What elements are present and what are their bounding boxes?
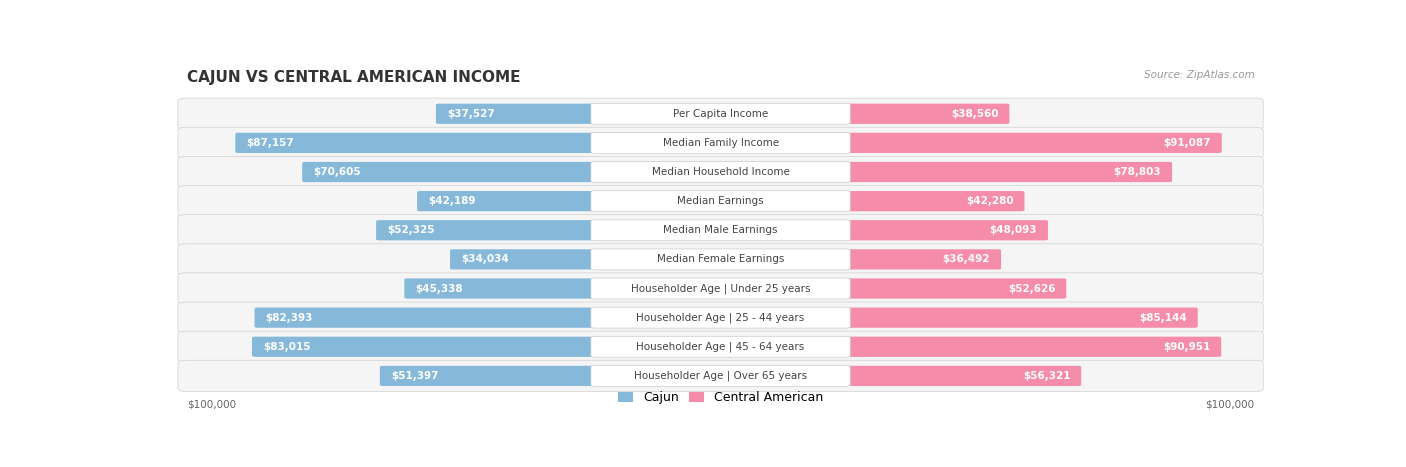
- FancyBboxPatch shape: [846, 308, 1198, 328]
- FancyBboxPatch shape: [254, 308, 595, 328]
- FancyBboxPatch shape: [179, 331, 1263, 362]
- Text: $48,093: $48,093: [990, 225, 1038, 235]
- Text: $100,000: $100,000: [1205, 400, 1254, 410]
- FancyBboxPatch shape: [591, 278, 851, 299]
- Text: $34,034: $34,034: [461, 255, 509, 264]
- FancyBboxPatch shape: [179, 302, 1263, 333]
- FancyBboxPatch shape: [179, 156, 1263, 188]
- FancyBboxPatch shape: [302, 162, 595, 182]
- Text: $91,087: $91,087: [1163, 138, 1211, 148]
- Text: $51,397: $51,397: [391, 371, 439, 381]
- FancyBboxPatch shape: [377, 220, 595, 241]
- FancyBboxPatch shape: [846, 162, 1173, 182]
- Text: $90,951: $90,951: [1163, 342, 1211, 352]
- FancyBboxPatch shape: [591, 336, 851, 357]
- Text: Householder Age | 25 - 44 years: Householder Age | 25 - 44 years: [637, 312, 804, 323]
- FancyBboxPatch shape: [450, 249, 595, 269]
- FancyBboxPatch shape: [380, 366, 595, 386]
- Text: Median Household Income: Median Household Income: [651, 167, 790, 177]
- FancyBboxPatch shape: [591, 162, 851, 183]
- FancyBboxPatch shape: [591, 191, 851, 212]
- FancyBboxPatch shape: [252, 337, 595, 357]
- Text: $100,000: $100,000: [187, 400, 236, 410]
- Text: Median Male Earnings: Median Male Earnings: [664, 225, 778, 235]
- Text: $37,527: $37,527: [447, 109, 495, 119]
- Text: CAJUN VS CENTRAL AMERICAN INCOME: CAJUN VS CENTRAL AMERICAN INCOME: [187, 71, 520, 85]
- FancyBboxPatch shape: [591, 249, 851, 270]
- FancyBboxPatch shape: [436, 104, 595, 124]
- FancyBboxPatch shape: [179, 273, 1263, 304]
- Text: Median Earnings: Median Earnings: [678, 196, 763, 206]
- FancyBboxPatch shape: [591, 133, 851, 153]
- FancyBboxPatch shape: [846, 220, 1047, 241]
- FancyBboxPatch shape: [591, 103, 851, 124]
- Text: $83,015: $83,015: [263, 342, 311, 352]
- FancyBboxPatch shape: [591, 220, 851, 241]
- FancyBboxPatch shape: [846, 104, 1010, 124]
- Text: $45,338: $45,338: [415, 283, 463, 294]
- Legend: Cajun, Central American: Cajun, Central American: [613, 386, 828, 410]
- FancyBboxPatch shape: [846, 191, 1025, 211]
- Text: Median Female Earnings: Median Female Earnings: [657, 255, 785, 264]
- FancyBboxPatch shape: [591, 307, 851, 328]
- Text: Source: ZipAtlas.com: Source: ZipAtlas.com: [1143, 71, 1254, 80]
- FancyBboxPatch shape: [846, 278, 1066, 298]
- FancyBboxPatch shape: [179, 215, 1263, 246]
- Text: $56,321: $56,321: [1022, 371, 1070, 381]
- FancyBboxPatch shape: [846, 366, 1081, 386]
- FancyBboxPatch shape: [179, 360, 1263, 391]
- Text: $82,393: $82,393: [266, 312, 312, 323]
- Text: $52,626: $52,626: [1008, 283, 1056, 294]
- Text: $70,605: $70,605: [314, 167, 361, 177]
- Text: $42,189: $42,189: [427, 196, 475, 206]
- Text: $78,803: $78,803: [1114, 167, 1161, 177]
- FancyBboxPatch shape: [846, 249, 1001, 269]
- FancyBboxPatch shape: [179, 98, 1263, 129]
- Text: $85,144: $85,144: [1139, 312, 1187, 323]
- FancyBboxPatch shape: [235, 133, 595, 153]
- Text: $52,325: $52,325: [387, 225, 434, 235]
- Text: Householder Age | Over 65 years: Householder Age | Over 65 years: [634, 371, 807, 381]
- FancyBboxPatch shape: [591, 366, 851, 386]
- Text: Householder Age | Under 25 years: Householder Age | Under 25 years: [631, 283, 810, 294]
- Text: $38,560: $38,560: [950, 109, 998, 119]
- FancyBboxPatch shape: [179, 185, 1263, 217]
- Text: Median Family Income: Median Family Income: [662, 138, 779, 148]
- FancyBboxPatch shape: [846, 133, 1222, 153]
- Text: $36,492: $36,492: [942, 255, 990, 264]
- Text: Householder Age | 45 - 64 years: Householder Age | 45 - 64 years: [637, 341, 804, 352]
- FancyBboxPatch shape: [179, 244, 1263, 275]
- FancyBboxPatch shape: [846, 337, 1222, 357]
- FancyBboxPatch shape: [179, 127, 1263, 158]
- FancyBboxPatch shape: [418, 191, 595, 211]
- Text: Per Capita Income: Per Capita Income: [673, 109, 768, 119]
- Text: $42,280: $42,280: [966, 196, 1014, 206]
- Text: $87,157: $87,157: [246, 138, 294, 148]
- FancyBboxPatch shape: [405, 278, 595, 298]
